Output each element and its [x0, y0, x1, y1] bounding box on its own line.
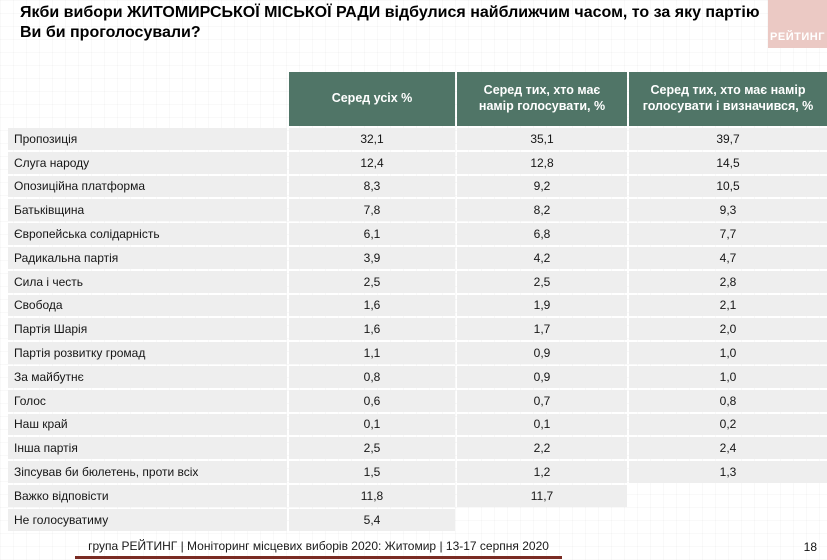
value-cell-empty: [457, 509, 627, 531]
value-cell-empty: [629, 509, 827, 531]
value-cell: 11,7: [457, 484, 627, 507]
value-cell: 0,1: [457, 413, 627, 436]
value-cell: 2,0: [629, 318, 827, 341]
value-cell: 1,6: [289, 294, 455, 317]
header-spacer: [8, 72, 287, 126]
value-cell: 9,2: [457, 175, 627, 198]
party-name-cell: Партія Шарія: [8, 318, 287, 341]
value-cell: 35,1: [457, 128, 627, 150]
party-name-cell: Сила і честь: [8, 270, 287, 293]
value-cell: 9,3: [629, 199, 827, 222]
results-table: Серед усіх % Серед тих, хто має намір го…: [8, 72, 827, 531]
value-cell: 0,8: [629, 389, 827, 412]
page-title: Якби вибори ЖИТОМИРСЬКОЇ МІСЬКОЇ РАДИ ві…: [20, 4, 760, 42]
value-cell: 1,0: [629, 342, 827, 364]
value-cell: 4,7: [629, 246, 827, 269]
party-name-cell: Голос: [8, 389, 287, 412]
value-cell: 1,3: [629, 461, 827, 483]
party-name-cell: Батьківщина: [8, 199, 287, 222]
party-name-cell: Європейська солідарність: [8, 223, 287, 245]
value-cell: 1,9: [457, 294, 627, 317]
party-name-cell: Зіпсував би бюлетень, проти всіх: [8, 461, 287, 483]
footer-accent-line: [75, 556, 562, 559]
party-name-cell: Свобода: [8, 294, 287, 317]
footer-text: група РЕЙТИНГ | Моніторинг місцевих вибо…: [88, 539, 549, 553]
value-cell: 32,1: [289, 128, 455, 150]
value-cell: 8,3: [289, 175, 455, 198]
party-name-cell: Радикальна партія: [8, 246, 287, 269]
value-cell: 0,2: [629, 413, 827, 436]
party-name-cell: Наш край: [8, 413, 287, 436]
party-name-cell: За майбутнє: [8, 365, 287, 388]
value-cell: 6,1: [289, 223, 455, 245]
page-number: 18: [803, 540, 817, 554]
value-cell: 14,5: [629, 151, 827, 174]
value-cell: 6,8: [457, 223, 627, 245]
party-name-cell: Не голосуватиму: [8, 508, 287, 531]
column-header-decided: Серед тих, хто має намір голосувати і ви…: [629, 72, 827, 126]
value-cell: 5,4: [289, 508, 455, 531]
value-cell: 11,8: [289, 484, 455, 507]
column-header-intend: Серед тих, хто має намір голосувати, %: [457, 72, 627, 126]
value-cell: 4,2: [457, 246, 627, 269]
party-name-cell: Пропозиція: [8, 128, 287, 150]
value-cell: 2,5: [289, 270, 455, 293]
value-cell: 1,0: [629, 365, 827, 388]
value-cell: 12,8: [457, 151, 627, 174]
value-cell: 1,5: [289, 461, 455, 483]
value-cell: 2,5: [289, 437, 455, 460]
value-cell: 3,9: [289, 246, 455, 269]
value-cell: 2,1: [629, 294, 827, 317]
party-name-cell: Інша партія: [8, 437, 287, 460]
value-cell: 39,7: [629, 128, 827, 150]
value-cell: 0,7: [457, 389, 627, 412]
value-cell: 0,9: [457, 342, 627, 364]
value-cell: 2,8: [629, 270, 827, 293]
value-cell: 10,5: [629, 175, 827, 198]
value-cell: 0,9: [457, 365, 627, 388]
value-cell-empty: [629, 485, 827, 507]
party-name-cell: Партія розвитку громад: [8, 342, 287, 364]
party-name-cell: Важко відповісти: [8, 484, 287, 507]
value-cell: 2,4: [629, 437, 827, 460]
party-name-cell: Слуга народу: [8, 151, 287, 174]
value-cell: 1,6: [289, 318, 455, 341]
value-cell: 7,8: [289, 199, 455, 222]
value-cell: 2,5: [457, 270, 627, 293]
value-cell: 12,4: [289, 151, 455, 174]
value-cell: 8,2: [457, 199, 627, 222]
value-cell: 0,1: [289, 413, 455, 436]
value-cell: 7,7: [629, 223, 827, 245]
rating-logo: РЕЙТИНГ: [768, 0, 827, 48]
value-cell: 1,7: [457, 318, 627, 341]
column-header-all: Серед усіх %: [289, 72, 455, 126]
value-cell: 1,1: [289, 342, 455, 364]
value-cell: 0,6: [289, 389, 455, 412]
value-cell: 1,2: [457, 461, 627, 483]
value-cell: 2,2: [457, 437, 627, 460]
value-cell: 0,8: [289, 365, 455, 388]
rating-logo-label: РЕЙТИНГ: [770, 31, 825, 43]
party-name-cell: Опозиційна платформа: [8, 175, 287, 198]
